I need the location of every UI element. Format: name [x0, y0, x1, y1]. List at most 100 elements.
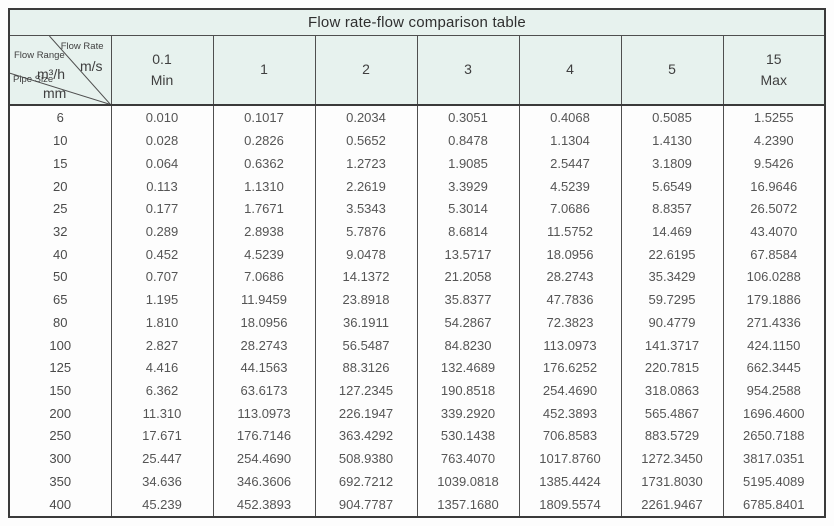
- flow-value-cell: 5.6549: [620, 174, 723, 198]
- flow-value-cell: 254.4690: [518, 379, 621, 402]
- flow-value-cell: 3817.0351: [722, 447, 825, 471]
- flow-value-cell: 883.5729: [620, 424, 723, 448]
- flow-value-cell: 11.310: [110, 401, 213, 425]
- table-row: 200 11.310 113.0973 226.1947 339.2920 452.389…: [9, 401, 825, 425]
- flow-value-cell: 11.9459: [212, 288, 315, 311]
- flow-value-cell: 1696.4600: [722, 401, 825, 425]
- flow-value-cell: 2.2619: [314, 174, 417, 198]
- pipe-size-cell: 125: [49, 360, 72, 376]
- corner-pipe-size-label: Pipe Size: [13, 73, 54, 85]
- flow-value-cell: 14.1372: [314, 265, 417, 289]
- flow-value-cell: 9.0478: [314, 242, 417, 266]
- flow-value-cell: 106.0288: [722, 265, 825, 289]
- flow-value-cell: 23.8918: [314, 288, 417, 311]
- table-row: 100 2.827 28.2743 56.5487 84.8230 113.0973 141…: [9, 333, 825, 357]
- flow-value-cell: 35.8377: [416, 288, 519, 311]
- table-row: 300 25.447 254.4690 508.9380 763.4070 1017.87…: [9, 447, 825, 471]
- flow-value-cell: 28.2743: [518, 265, 621, 289]
- column-header: 2: [314, 35, 417, 106]
- flow-value-cell: 54.2867: [416, 310, 519, 334]
- flow-value-cell: 1.810: [110, 310, 213, 334]
- pipe-size-cell: 32: [53, 223, 68, 239]
- flow-comparison-table: Flow rate-flow comparison table Flow Rat…: [8, 8, 826, 518]
- flow-value-cell: 2.827: [110, 333, 213, 357]
- flow-value-cell: 0.707: [110, 265, 213, 289]
- diagonal-divider-lines: [10, 36, 111, 105]
- flow-value-cell: 0.289: [110, 220, 213, 243]
- table-row: 32 0.289 2.8938 5.7876 8.6814 11.5752 14.469 43…: [9, 220, 825, 243]
- flow-value-cell: 0.3051: [416, 105, 519, 130]
- flow-value-cell: 220.7815: [620, 356, 723, 380]
- column-header: 1: [212, 35, 315, 106]
- flow-value-cell: 662.3445: [722, 356, 825, 380]
- flow-value-cell: 0.028: [110, 129, 213, 152]
- flow-value-cell: 1.4130: [620, 129, 723, 152]
- flow-value-cell: 18.0956: [518, 242, 621, 266]
- table-row: 125 4.416 44.1563 88.3126 132.4689 176.6252 22…: [9, 356, 825, 380]
- pipe-size-cell: 350: [49, 473, 72, 489]
- flow-value-cell: 88.3126: [314, 356, 417, 380]
- flow-value-cell: 226.1947: [314, 401, 417, 425]
- column-header: 3: [416, 35, 519, 106]
- pipe-size-cell: 6: [56, 110, 64, 126]
- flow-value-cell: 0.064: [110, 151, 213, 175]
- flow-value-cell: 25.447: [110, 447, 213, 471]
- flow-value-cell: 5195.4089: [722, 470, 825, 493]
- flow-value-cell: 34.636: [110, 470, 213, 493]
- flow-value-cell: 7.0686: [518, 197, 621, 221]
- header-row: Flow Rate m/s Flow Range m³/h Pipe Size …: [9, 35, 825, 106]
- flow-value-cell: 44.1563: [212, 356, 315, 380]
- flow-value-cell: 36.1911: [314, 310, 417, 334]
- flow-value-cell: 1.1304: [518, 129, 621, 152]
- flow-value-cell: 8.6814: [416, 220, 519, 243]
- flow-value-cell: 1.195: [110, 288, 213, 311]
- flow-value-cell: 179.1886: [722, 288, 825, 311]
- flow-value-cell: 0.177: [110, 197, 213, 221]
- flow-value-cell: 4.5239: [212, 242, 315, 266]
- flow-value-cell: 6785.8401: [722, 492, 825, 517]
- flow-value-cell: 1.9085: [416, 151, 519, 175]
- flow-value-cell: 565.4867: [620, 401, 723, 425]
- flow-value-cell: 1.2723: [314, 151, 417, 175]
- flow-value-cell: 706.8583: [518, 424, 621, 448]
- pipe-size-cell: 80: [53, 314, 68, 330]
- flow-value-cell: 132.4689: [416, 356, 519, 380]
- flow-value-cell: 176.7146: [212, 424, 315, 448]
- pipe-size-cell: 25: [53, 201, 68, 217]
- pipe-size-cell: 300: [49, 451, 72, 467]
- flow-value-cell: 67.8584: [722, 242, 825, 266]
- flow-value-cell: 7.0686: [212, 265, 315, 289]
- flow-value-cell: 28.2743: [212, 333, 315, 357]
- flow-value-cell: 59.7295: [620, 288, 723, 311]
- flow-value-cell: 254.4690: [212, 447, 315, 471]
- flow-value-cell: 763.4070: [416, 447, 519, 471]
- flow-value-cell: 1.7671: [212, 197, 315, 221]
- pipe-size-cell: 15: [53, 155, 68, 171]
- flow-value-cell: 63.6173: [212, 379, 315, 402]
- flow-value-cell: 2.8938: [212, 220, 315, 243]
- flow-value-cell: 190.8518: [416, 379, 519, 402]
- flow-value-cell: 141.3717: [620, 333, 723, 357]
- flow-value-cell: 176.6252: [518, 356, 621, 380]
- table-row: 40 0.452 4.5239 9.0478 13.5717 18.0956 22.6195…: [9, 242, 825, 266]
- table-body: 6 0.010 0.1017 0.2034 0.3051 0.4068 0.5085 1.52…: [9, 105, 825, 517]
- corner-pipe-size-unit: mm: [43, 85, 67, 101]
- corner-flow-range-unit: m³/h: [37, 65, 65, 82]
- flow-value-cell: 4.2390: [722, 129, 825, 152]
- flow-value-cell: 1385.4424: [518, 470, 621, 493]
- flow-value-cell: 90.4779: [620, 310, 723, 334]
- table-row: 6 0.010 0.1017 0.2034 0.3051 0.4068 0.5085 1.52…: [9, 105, 825, 130]
- flow-value-cell: 4.416: [110, 356, 213, 380]
- flow-value-cell: 0.010: [110, 105, 213, 130]
- flow-value-cell: 8.8357: [620, 197, 723, 221]
- flow-value-cell: 318.0863: [620, 379, 723, 402]
- pipe-size-cell: 100: [49, 337, 72, 353]
- flow-value-cell: 2261.9467: [620, 492, 723, 517]
- column-header: 4: [518, 35, 621, 106]
- flow-value-cell: 5.3014: [416, 197, 519, 221]
- flow-value-cell: 43.4070: [722, 220, 825, 243]
- flow-value-cell: 346.3606: [212, 470, 315, 493]
- table-title: Flow rate-flow comparison table: [9, 9, 825, 36]
- table-row: 250 17.671 176.7146 363.4292 530.1438 706.858…: [9, 424, 825, 448]
- flow-value-cell: 1357.1680: [416, 492, 519, 517]
